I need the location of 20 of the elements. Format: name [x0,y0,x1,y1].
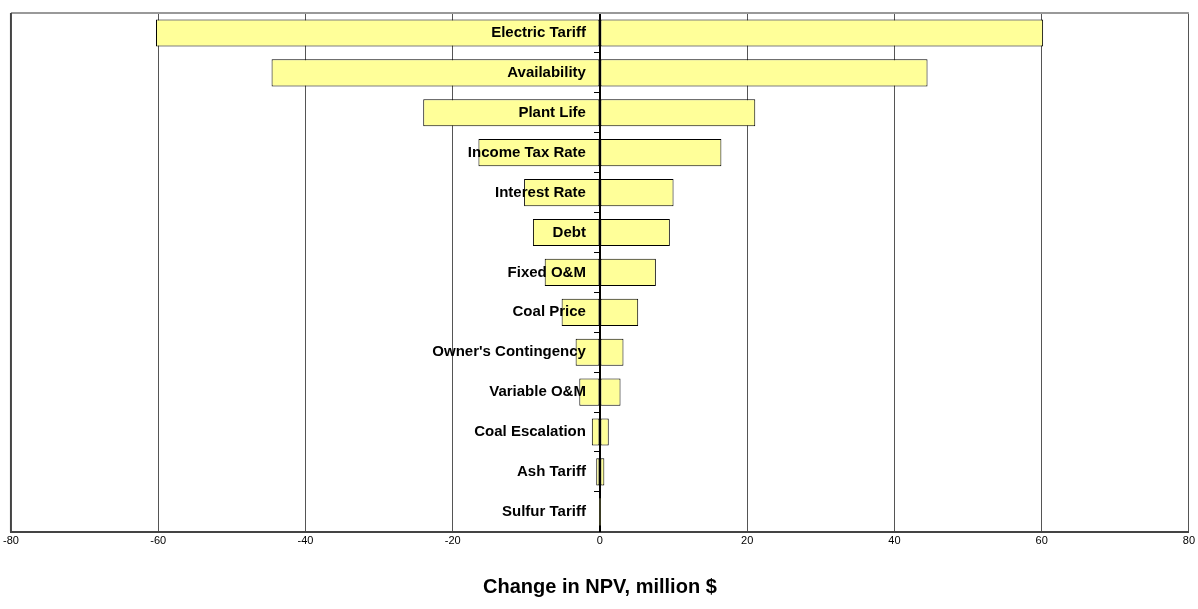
x-tick-label: -60 [150,534,167,547]
x-tick-label: -80 [3,534,19,547]
x-axis-title: Change in NPV, million $ [483,574,717,597]
x-tick-label: 40 [888,534,901,547]
y-tick-label: Ash Tariff [517,462,587,480]
y-tick-label: Coal Escalation [474,422,586,440]
y-tick-label: Variable O&M [489,382,586,400]
y-tick-label: Electric Tariff [491,23,587,41]
y-tick-label: Sulfur Tariff [502,501,587,519]
x-tick-label: -20 [444,534,461,547]
y-tick-label: Plant Life [518,102,586,120]
x-tick-label: 60 [1035,534,1048,547]
y-tick-label: Debt [552,222,586,240]
y-tick-label: Income Tax Rate [467,142,586,160]
x-tick-label: 20 [741,534,754,547]
x-tick-label: -40 [297,534,314,547]
x-tick-label: 80 [1182,534,1196,547]
y-tick-label: Availability [507,63,587,80]
x-tick-label: 0 [596,534,603,547]
y-tick-label: Coal Price [512,302,586,320]
